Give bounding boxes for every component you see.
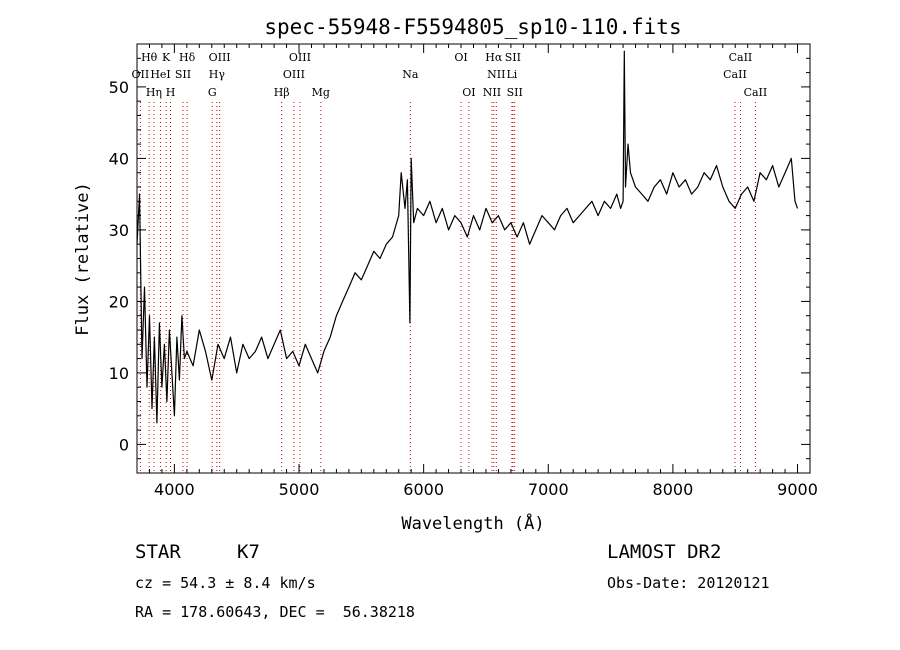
line-marker-label: CaII <box>723 68 747 81</box>
line-marker-label: OIII <box>283 68 305 81</box>
line-marker-label: OIII <box>289 51 311 64</box>
line-marker-label: CaII <box>744 86 768 99</box>
line-marker-label: NII <box>487 68 505 81</box>
line-marker-label: Hα <box>485 51 503 64</box>
line-marker-label: HeI <box>150 68 170 81</box>
x-tick-label: 9000 <box>777 480 818 499</box>
line-marker-label: OIII <box>209 51 231 64</box>
y-tick-label: 20 <box>109 292 129 311</box>
y-tick-label: 10 <box>109 364 129 383</box>
line-marker-label: K <box>162 51 171 64</box>
line-marker-label: SII <box>175 68 191 81</box>
spectral-line-markers: Hθ OII Hη K HeI H SII Hδ OIII Hγ G OIII OIII Hβ Mg Na OI… <box>132 51 768 473</box>
x-tick-label: 6000 <box>403 480 444 499</box>
y-tick-label: 40 <box>109 149 129 168</box>
chart-title: spec-55948-F5594805_sp10-110.fits <box>264 15 681 39</box>
obs-date-info: Obs-Date: 20120121 <box>607 574 770 592</box>
x-tick-label: 5000 <box>279 480 320 499</box>
line-marker-label: Hβ <box>274 86 290 99</box>
spectrum-series <box>136 50 799 424</box>
line-marker-label: Na <box>402 68 419 81</box>
x-axis-label: Wavelength (Å) <box>401 512 544 534</box>
line-marker-label: OI <box>454 51 467 64</box>
y-tick-label: 50 <box>109 78 129 97</box>
x-tick-label: 8000 <box>653 480 694 499</box>
line-marker-label: CaII <box>729 51 753 64</box>
line-marker-label: NII <box>483 86 501 99</box>
redshift-info: cz = 54.3 ± 8.4 km/s <box>135 574 316 592</box>
line-marker-label: Li <box>506 68 517 81</box>
survey-name: LAMOST DR2 <box>607 541 722 563</box>
spectrum-line-0 <box>136 50 799 424</box>
line-marker-label: H <box>166 86 176 99</box>
line-marker-label: OI <box>462 86 475 99</box>
object-subclass: K7 <box>237 541 260 563</box>
y-axis-label: Flux (relative) <box>73 182 93 336</box>
line-marker-label: Hγ <box>209 68 226 81</box>
axis-ticks: 4000 5000 6000 7000 8000 9000 0 10 20 30 40 50 <box>109 43 818 499</box>
line-marker-label: G <box>208 86 217 99</box>
line-marker-label: SII <box>505 51 521 64</box>
object-class: STAR <box>135 541 181 563</box>
x-tick-label: 4000 <box>154 480 195 499</box>
line-marker-label: Mg <box>312 86 330 99</box>
coordinates-info: RA = 178.60643, DEC = 56.38218 <box>135 603 415 621</box>
line-marker-label: Hδ <box>179 51 196 64</box>
y-tick-label: 0 <box>119 435 129 454</box>
line-marker-label: Hη <box>146 86 162 99</box>
x-tick-label: 7000 <box>528 480 569 499</box>
y-tick-label: 30 <box>109 221 129 240</box>
line-marker-label: OII <box>132 68 150 81</box>
line-marker-label: SII <box>507 86 523 99</box>
line-marker-label: Hθ <box>141 51 158 64</box>
plot-frame <box>136 43 811 474</box>
